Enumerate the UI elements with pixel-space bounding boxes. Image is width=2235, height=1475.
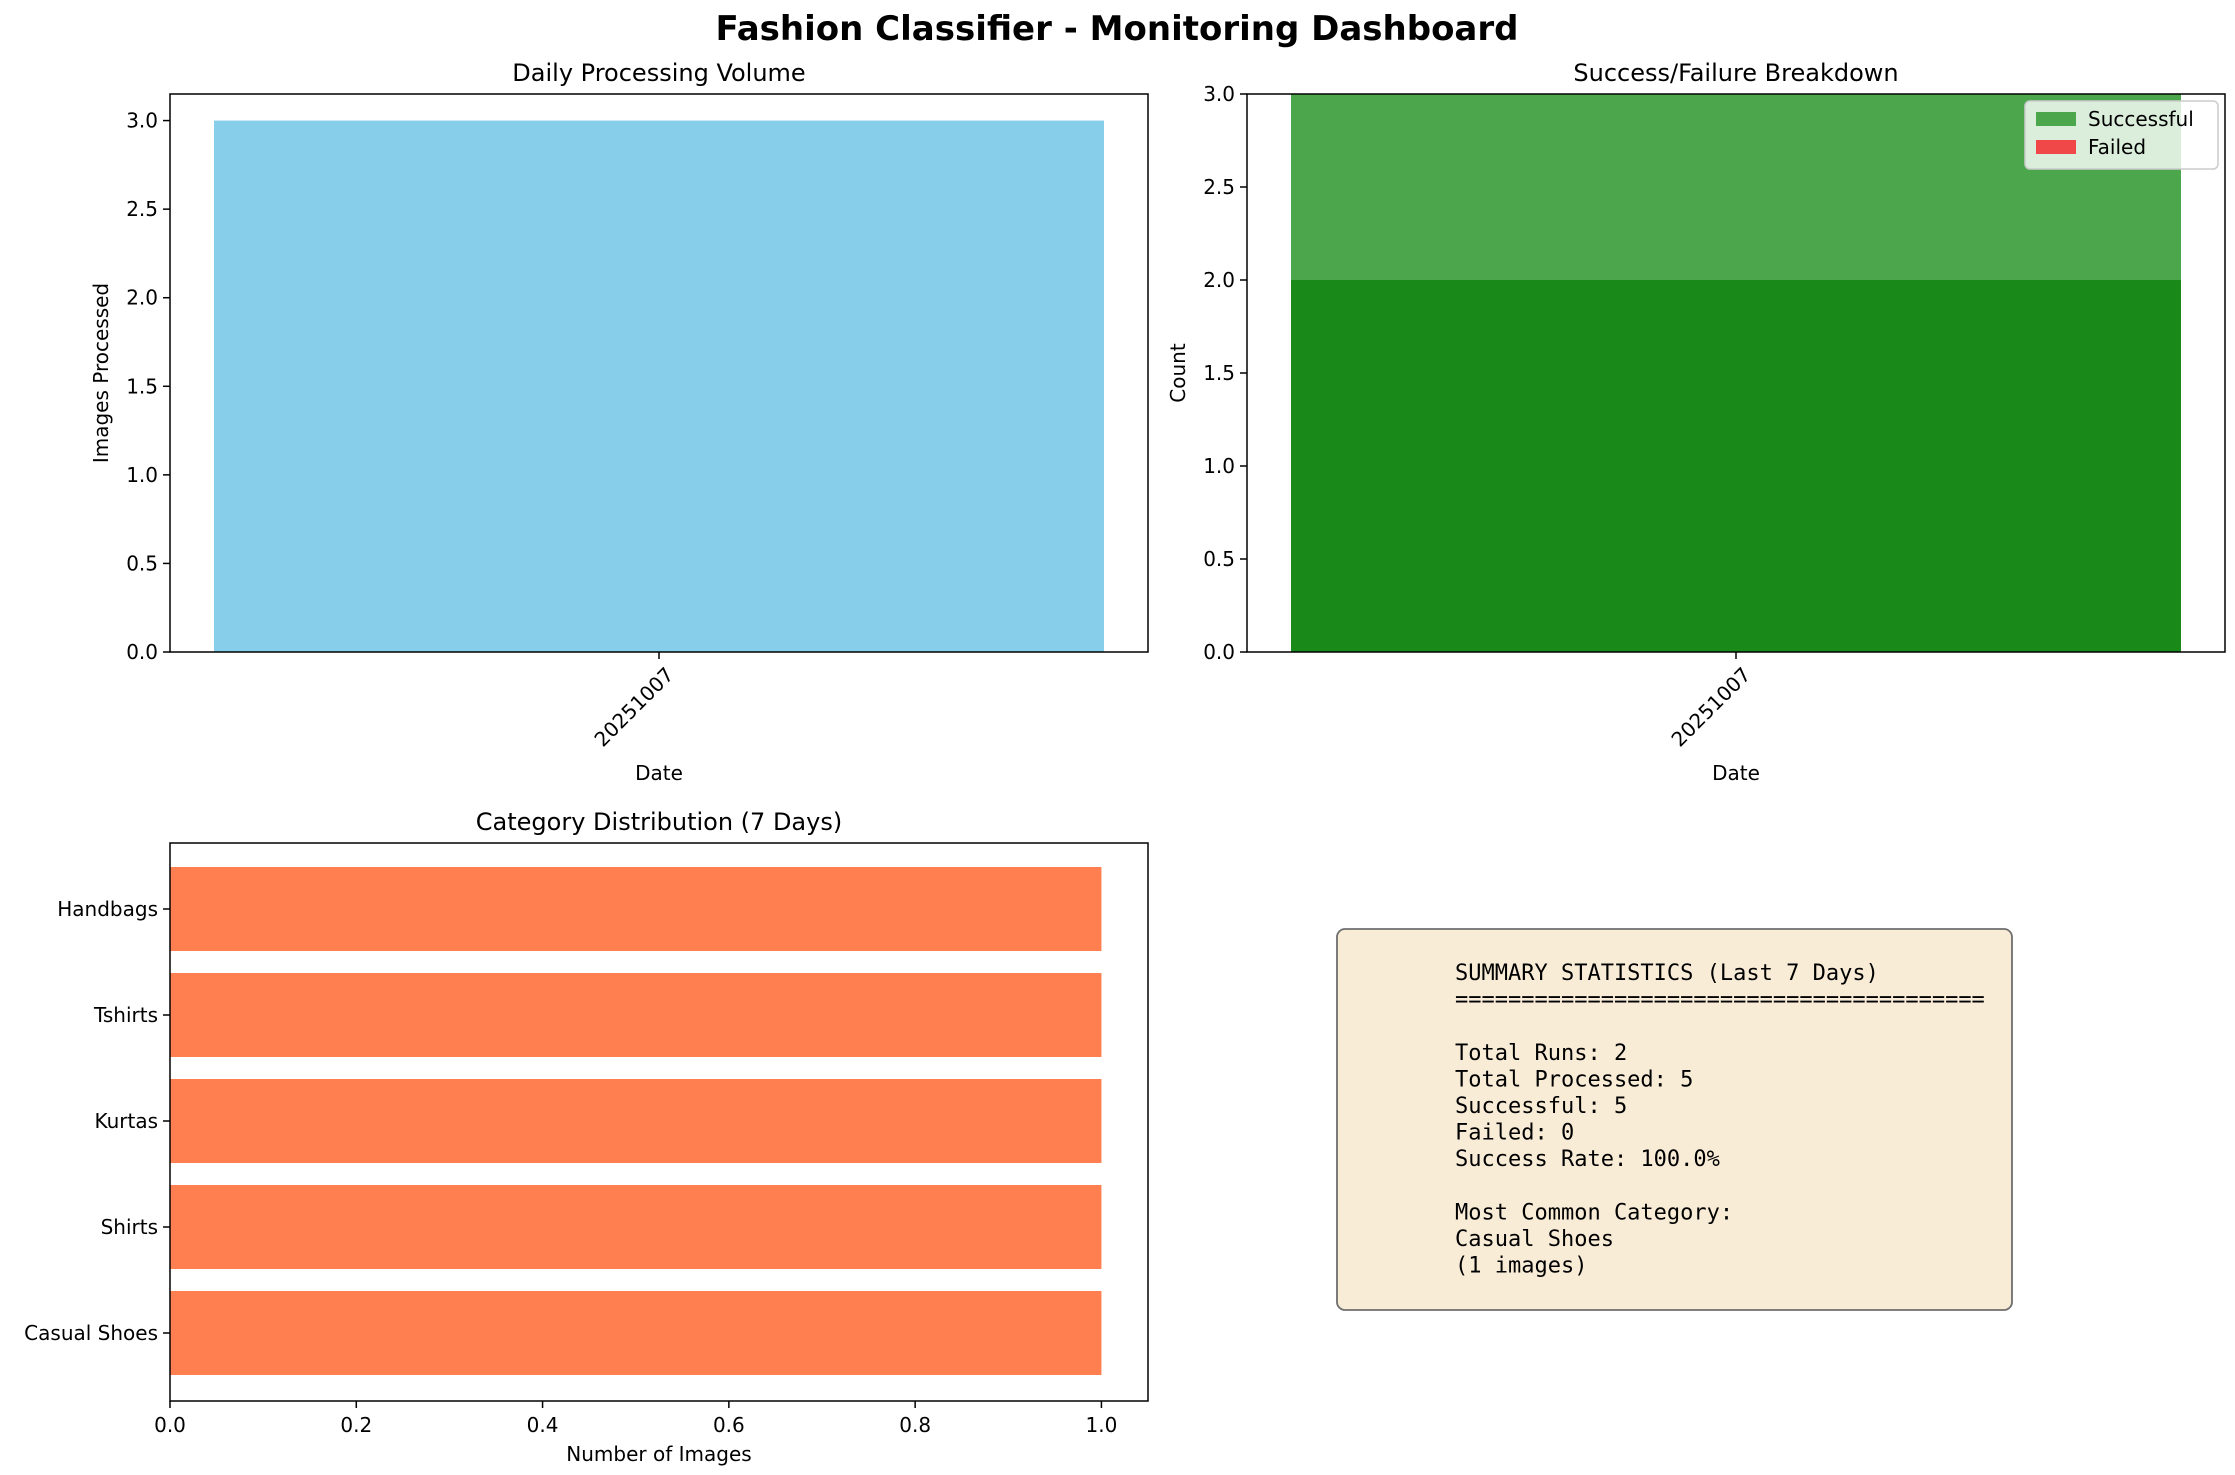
summary-background [1336, 928, 2013, 1311]
daily-volume-chart: Daily Processing Volume Date Images Proc… [89, 59, 1149, 785]
category-label: Tshirts [93, 1003, 158, 1027]
x-tick-label: 0.4 [527, 1413, 559, 1437]
y-tick-label: 3.0 [126, 109, 158, 133]
summary-line: Successful: 5 [1455, 1094, 1627, 1119]
category-distribution-title: Category Distribution (7 Days) [476, 808, 842, 836]
y-tick-label: 1.5 [126, 374, 158, 398]
y-tick-label: 2.5 [1203, 175, 1235, 199]
category-distribution-axes [169, 842, 1149, 1402]
dashboard-title: Fashion Classifier - Monitoring Dashboar… [716, 9, 1519, 49]
summary-statistics-box: SUMMARY STATISTICS (Last 7 Days)========… [1336, 928, 2013, 1311]
category-bar [170, 1185, 1102, 1269]
summary-line: Total Processed: 5 [1455, 1067, 1693, 1092]
x-tick-label: 0.6 [713, 1413, 745, 1437]
daily-volume-xlabel: Date [635, 761, 683, 785]
y-tick-label: 1.0 [126, 463, 158, 487]
category-distribution-chart: Category Distribution (7 Days) Number of… [24, 808, 1149, 1466]
y-tick-label: 3.0 [1203, 82, 1235, 106]
summary-line: ======================================== [1455, 988, 1985, 1013]
success-failure-chart: Success/Failure Breakdown Date Count 202… [1166, 59, 2226, 785]
y-tick-label: 0.0 [126, 640, 158, 664]
success-failure-xlabel: Date [1712, 761, 1760, 785]
x-tick-label: 0.8 [899, 1413, 931, 1437]
legend-swatch-successful [2036, 112, 2076, 126]
legend-label-failed: Failed [2088, 135, 2146, 159]
y-tick-label: 0.0 [1203, 640, 1235, 664]
y-tick-label: 2.5 [126, 197, 158, 221]
daily-volume-ylabel: Images Processed [89, 283, 113, 463]
x-tick-label: 0.0 [154, 1413, 186, 1437]
y-tick-label: 2.0 [1203, 268, 1235, 292]
summary-line: Total Runs: 2 [1455, 1041, 1627, 1066]
category-bar [170, 1079, 1102, 1163]
x-tick-label: 20251007 [1666, 662, 1755, 751]
category-distribution-xlabel: Number of Images [566, 1442, 751, 1466]
legend: Successful Failed [2024, 100, 2219, 170]
y-tick-label: 1.0 [1203, 454, 1235, 478]
summary-line: Failed: 0 [1455, 1121, 1574, 1146]
y-tick-label: 0.5 [126, 551, 158, 575]
x-tick-label: 1.0 [1086, 1413, 1118, 1437]
summary-line: SUMMARY STATISTICS (Last 7 Days) [1455, 961, 1879, 986]
daily-volume-axes [169, 93, 1149, 653]
success-failure-title: Success/Failure Breakdown [1573, 59, 1898, 87]
legend-swatch-failed [2036, 140, 2076, 154]
y-tick-label: 1.5 [1203, 361, 1235, 385]
bar-overlap [1291, 280, 2181, 652]
category-label: Casual Shoes [24, 1321, 158, 1345]
summary-line: Success Rate: 100.0% [1455, 1147, 1720, 1172]
category-bar [170, 1291, 1102, 1375]
summary-line: Casual Shoes [1455, 1227, 1614, 1252]
category-label: Kurtas [94, 1109, 158, 1133]
category-label: Handbags [57, 897, 158, 921]
daily-volume-bar [214, 120, 1104, 653]
legend-label-successful: Successful [2088, 107, 2194, 131]
success-failure-axes [1246, 93, 2226, 653]
y-tick-label: 2.0 [126, 286, 158, 310]
y-tick-label: 0.5 [1203, 547, 1235, 571]
daily-volume-title: Daily Processing Volume [512, 59, 805, 87]
x-tick-label: 0.2 [340, 1413, 372, 1437]
category-label: Shirts [101, 1215, 158, 1239]
category-bar [170, 867, 1102, 951]
x-tick-label: 20251007 [589, 662, 678, 751]
summary-line: (1 images) [1455, 1254, 1587, 1279]
category-bar [170, 973, 1102, 1057]
success-failure-ylabel: Count [1166, 343, 1190, 403]
summary-line: Most Common Category: [1455, 1200, 1733, 1225]
